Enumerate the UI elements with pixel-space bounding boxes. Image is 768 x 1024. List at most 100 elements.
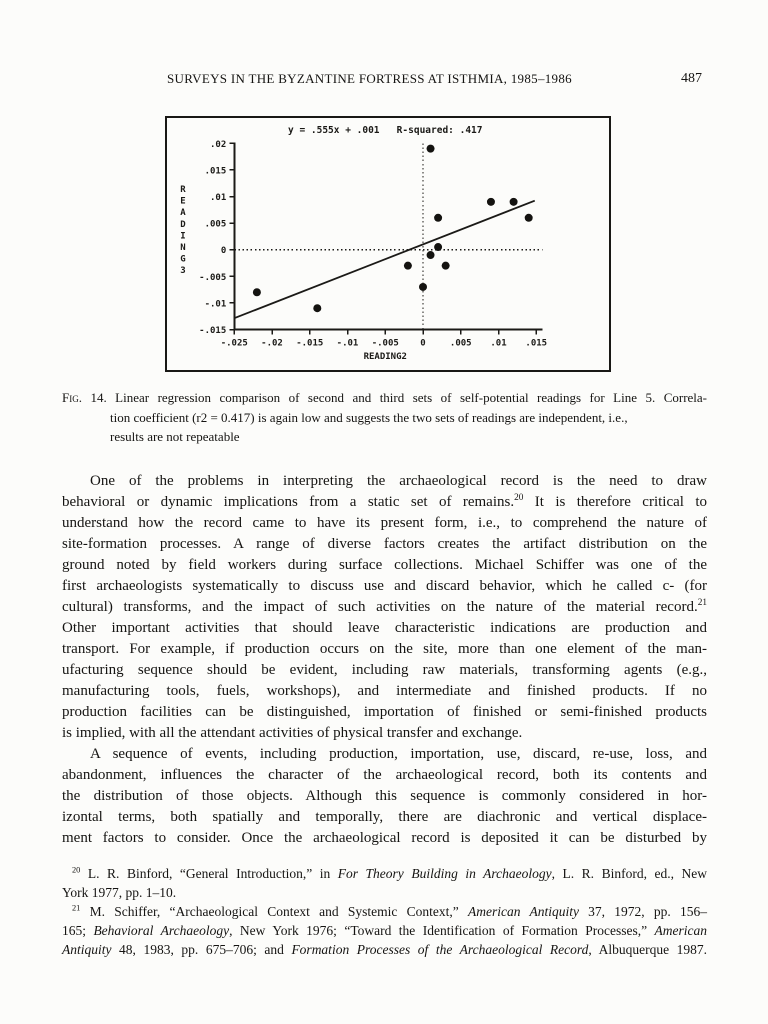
text-line: site-formation processes. A range of div… bbox=[62, 534, 707, 555]
text-segment: For Theory Building in Archaeology bbox=[337, 865, 552, 881]
y-tick-label: 0 bbox=[221, 246, 226, 256]
text-segment: , Albuquerque 1987. bbox=[588, 941, 707, 957]
text-segment: cultural) transforms, and the impact of … bbox=[62, 598, 698, 615]
x-tick-label: -.02 bbox=[261, 339, 283, 349]
y-tick-label: .01 bbox=[210, 193, 226, 203]
body-text: One of the problems in interpreting the … bbox=[62, 471, 707, 849]
footnotes-section: 20 L. R. Binford, “General Introduction,… bbox=[62, 864, 707, 959]
data-point bbox=[524, 213, 533, 222]
text-segment: Other important activities that should l… bbox=[62, 619, 707, 636]
data-point bbox=[434, 213, 443, 222]
footnote-marker: 20 bbox=[514, 492, 524, 503]
x-tick-label: 0 bbox=[420, 339, 425, 349]
x-axis-label: READING2 bbox=[364, 352, 407, 362]
figure-caption: Fig. 14. Linear regression comparison of… bbox=[62, 388, 707, 447]
text-segment: is implied, with all the attendant activ… bbox=[62, 724, 523, 741]
data-point bbox=[403, 261, 412, 270]
x-tick-label: .015 bbox=[525, 339, 547, 349]
paragraph: One of the problems in interpreting the … bbox=[62, 471, 707, 744]
text-segment: the distribution of those objects. Altho… bbox=[62, 787, 707, 804]
text-segment: site-formation processes. A range of div… bbox=[62, 535, 707, 552]
figure-14-box: y = .555x + .001 R-squared: .417 -.025 -.0… bbox=[165, 116, 611, 372]
data-point bbox=[313, 304, 322, 313]
text-segment: production facilities can be distinguish… bbox=[62, 703, 707, 720]
text-line: Other important activities that should l… bbox=[62, 618, 707, 639]
text-segment: tion coefficient (r2 = 0.417) is again l… bbox=[110, 409, 628, 425]
page-number: 487 bbox=[681, 71, 702, 86]
chart-equation-title: y = .555x + .001 R-squared: .417 bbox=[288, 125, 482, 136]
y-axis-label-letter: N bbox=[180, 243, 185, 253]
text-segment: American bbox=[654, 922, 707, 938]
page-header: SURVEYS IN THE BYZANTINE FORTRESS AT IST… bbox=[62, 70, 707, 88]
text-line: understand how the record came to have i… bbox=[62, 513, 707, 534]
text-line: tion coefficient (r2 = 0.417) is again l… bbox=[110, 408, 707, 428]
data-point bbox=[441, 261, 450, 270]
y-axis-label-letter: 3 bbox=[180, 266, 185, 276]
text-segment: It is therefore critical to bbox=[523, 493, 707, 510]
x-tick-label: -.015 bbox=[296, 339, 323, 349]
figure-chart-svg: y = .555x + .001 R-squared: .417 -.025 -.0… bbox=[180, 125, 547, 362]
text-segment: ground noted by field workers during sur… bbox=[62, 556, 707, 573]
text-line: production facilities can be distinguish… bbox=[62, 702, 707, 723]
data-point bbox=[426, 251, 435, 260]
data-point bbox=[509, 197, 518, 206]
text-line: ground noted by field workers during sur… bbox=[62, 555, 707, 576]
text-segment: 165; bbox=[62, 922, 94, 938]
y-axis-label-letter: E bbox=[180, 197, 185, 207]
text-segment: Fig. bbox=[62, 390, 82, 405]
x-tick-label: .005 bbox=[450, 339, 472, 349]
text-segment: Formation Processes of the Archaeologica… bbox=[291, 941, 589, 957]
y-axis-label-letter: A bbox=[180, 208, 186, 218]
y-tick-label: .02 bbox=[210, 140, 226, 150]
y-axis-label-letter: I bbox=[180, 231, 185, 241]
y-tick-label: -.015 bbox=[199, 326, 226, 336]
text-segment: transport. For example, if production oc… bbox=[62, 640, 707, 657]
footnote-marker: 21 bbox=[72, 903, 81, 912]
y-tick-label: -.01 bbox=[205, 299, 227, 309]
y-tick-label: -.005 bbox=[199, 273, 226, 283]
text-line: transport. For example, if production oc… bbox=[62, 639, 707, 660]
text-segment: results are not repeatable bbox=[110, 429, 240, 444]
text-segment: York 1977, pp. 1–10. bbox=[62, 884, 177, 900]
text-segment: 48, 1983, pp. 675–706; and bbox=[111, 941, 292, 957]
text-line: izontal terms, both spatially and tempor… bbox=[62, 807, 707, 828]
footnote: 20 L. R. Binford, “General Introduction,… bbox=[62, 864, 707, 902]
footnote-marker: 21 bbox=[697, 597, 707, 608]
x-tick-label: .01 bbox=[490, 339, 506, 349]
text-line: 165; Behavioral Archaeology, New York 19… bbox=[62, 921, 707, 940]
text-segment: manufacturing tools, fuels, workshops), … bbox=[62, 682, 707, 699]
data-point bbox=[486, 197, 495, 206]
paragraph: A sequence of events, including producti… bbox=[62, 744, 707, 849]
text-line: manufacturing tools, fuels, workshops), … bbox=[62, 681, 707, 702]
text-line: ment factors to consider. Once the archa… bbox=[62, 828, 707, 849]
text-segment: L. R. Binford, “General Introduction,” i… bbox=[80, 865, 338, 881]
text-segment: ment factors to consider. Once the archa… bbox=[62, 829, 707, 846]
text-line: York 1977, pp. 1–10. bbox=[62, 883, 707, 902]
text-line: Fig. 14. Linear regression comparison of… bbox=[62, 388, 707, 408]
text-line: abandonment, influences the character of… bbox=[62, 765, 707, 786]
text-line: A sequence of events, including producti… bbox=[62, 744, 707, 765]
x-tick-label: -.025 bbox=[221, 339, 248, 349]
data-point bbox=[252, 288, 261, 297]
text-line: cultural) transforms, and the impact of … bbox=[62, 597, 707, 618]
regression-line bbox=[233, 199, 536, 320]
x-tick-label: -.01 bbox=[337, 339, 359, 349]
text-segment: abandonment, influences the character of… bbox=[62, 766, 707, 783]
text-line: behavioral or dynamic implications from … bbox=[62, 492, 707, 513]
y-axis-label-letter: D bbox=[180, 220, 186, 230]
text-line: One of the problems in interpreting the … bbox=[62, 471, 707, 492]
text-line: 20 L. R. Binford, “General Introduction,… bbox=[62, 864, 707, 883]
text-line: 21 M. Schiffer, “Archaeological Context … bbox=[62, 902, 707, 921]
text-segment: first archaeologists systematically to d… bbox=[62, 577, 707, 594]
text-segment: 14. Linear regression comparison of seco… bbox=[81, 390, 707, 405]
data-point bbox=[419, 282, 427, 291]
running-head-title: SURVEYS IN THE BYZANTINE FORTRESS AT IST… bbox=[167, 71, 572, 86]
text-segment: A sequence of events, including producti… bbox=[90, 745, 707, 762]
text-segment: , New York 1976; “Toward the Identificat… bbox=[229, 922, 655, 938]
y-axis-label-letter: R bbox=[180, 185, 186, 195]
text-segment: izontal terms, both spatially and tempor… bbox=[62, 808, 707, 825]
text-segment: , L. R. Binford, ed., New bbox=[551, 865, 707, 881]
y-tick-label: .015 bbox=[205, 166, 227, 176]
data-point bbox=[426, 144, 435, 153]
text-line: the distribution of those objects. Altho… bbox=[62, 786, 707, 807]
